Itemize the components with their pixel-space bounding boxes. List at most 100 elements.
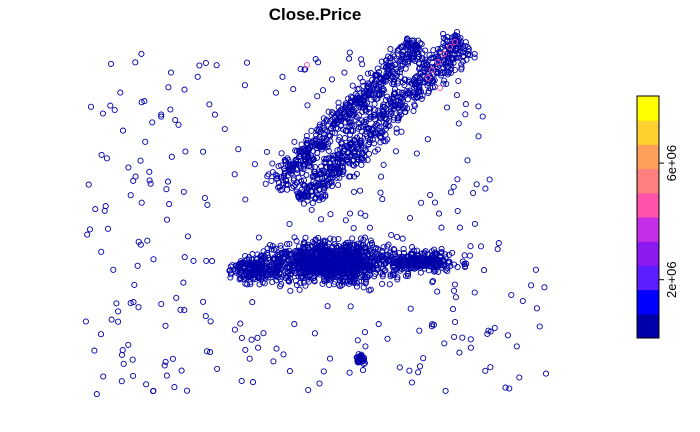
data-point bbox=[455, 77, 462, 85]
data-point bbox=[419, 79, 426, 86]
data-point bbox=[285, 166, 292, 173]
data-point bbox=[413, 93, 420, 100]
data-point bbox=[263, 148, 270, 155]
data-point bbox=[354, 337, 361, 344]
data-point bbox=[392, 148, 399, 155]
data-point bbox=[303, 190, 310, 197]
data-point bbox=[301, 146, 308, 153]
data-point bbox=[378, 58, 385, 65]
data-point bbox=[162, 358, 169, 365]
data-point bbox=[347, 278, 354, 285]
data-point bbox=[291, 253, 299, 260]
data-point bbox=[301, 266, 308, 273]
data-point bbox=[316, 250, 323, 257]
data-point bbox=[412, 95, 419, 102]
data-point bbox=[248, 336, 255, 343]
data-point bbox=[358, 56, 365, 63]
data-point bbox=[362, 119, 369, 126]
data-point bbox=[381, 115, 388, 122]
data-point bbox=[388, 231, 395, 239]
data-point bbox=[314, 269, 321, 276]
data-point bbox=[338, 259, 345, 266]
data-point bbox=[331, 159, 339, 166]
data-point bbox=[448, 62, 455, 69]
data-point bbox=[268, 177, 275, 184]
data-point bbox=[333, 174, 340, 181]
data-point bbox=[319, 175, 326, 182]
data-point bbox=[397, 111, 404, 118]
data-point bbox=[298, 195, 305, 202]
data-point bbox=[327, 211, 334, 218]
data-point bbox=[466, 252, 473, 259]
data-point bbox=[213, 62, 220, 69]
data-point bbox=[130, 177, 137, 184]
data-point bbox=[356, 112, 363, 119]
data-point bbox=[431, 266, 438, 273]
data-point bbox=[400, 42, 407, 49]
data-point bbox=[226, 267, 233, 274]
data-point bbox=[451, 281, 458, 288]
data-point bbox=[376, 79, 383, 86]
data-point bbox=[310, 178, 317, 185]
data-point bbox=[419, 72, 427, 79]
data-point bbox=[421, 265, 428, 272]
data-point bbox=[336, 134, 343, 141]
data-point bbox=[365, 105, 373, 112]
data-point bbox=[383, 73, 390, 80]
data-point bbox=[294, 166, 301, 173]
data-point bbox=[415, 89, 422, 96]
data-point bbox=[450, 287, 458, 294]
data-point bbox=[104, 225, 112, 232]
data-point bbox=[331, 278, 338, 285]
data-point bbox=[421, 249, 428, 256]
data-point bbox=[351, 137, 358, 144]
data-point bbox=[367, 248, 374, 255]
data-point bbox=[246, 355, 253, 362]
data-point bbox=[377, 189, 384, 196]
data-point bbox=[387, 46, 394, 53]
data-point bbox=[354, 254, 361, 261]
data-point bbox=[93, 391, 100, 398]
data-point bbox=[260, 330, 267, 337]
data-point bbox=[508, 291, 515, 299]
data-point bbox=[398, 253, 406, 260]
data-point bbox=[115, 308, 122, 315]
data-point bbox=[138, 99, 145, 106]
data-point bbox=[297, 162, 304, 169]
data-point bbox=[302, 269, 310, 276]
data-point bbox=[428, 55, 435, 62]
data-point bbox=[330, 236, 338, 243]
data-point bbox=[401, 108, 409, 115]
data-point bbox=[360, 144, 367, 152]
data-point bbox=[297, 280, 304, 287]
data-point bbox=[172, 116, 179, 124]
data-point bbox=[286, 167, 293, 174]
data-point bbox=[337, 283, 344, 290]
data-point bbox=[358, 266, 365, 274]
data-point bbox=[85, 181, 92, 188]
data-point bbox=[335, 281, 342, 288]
data-point bbox=[302, 156, 309, 163]
data-point bbox=[413, 150, 420, 157]
data-point bbox=[429, 277, 437, 285]
data-point bbox=[420, 355, 427, 362]
data-point bbox=[231, 171, 238, 178]
legend-swatch bbox=[637, 313, 659, 339]
data-point bbox=[398, 128, 405, 135]
data-point bbox=[120, 360, 127, 367]
data-point bbox=[167, 106, 174, 113]
data-point bbox=[407, 305, 414, 312]
data-point bbox=[346, 173, 353, 180]
data-point bbox=[165, 84, 172, 91]
data-point bbox=[327, 168, 335, 175]
data-point bbox=[346, 243, 353, 250]
data-point bbox=[459, 53, 466, 60]
data-point bbox=[119, 347, 126, 354]
data-point bbox=[410, 56, 417, 63]
data-point bbox=[453, 28, 461, 36]
data-point bbox=[473, 181, 480, 188]
data-point bbox=[412, 262, 419, 269]
data-point bbox=[300, 279, 308, 286]
data-point bbox=[182, 148, 189, 155]
data-point bbox=[459, 49, 467, 56]
